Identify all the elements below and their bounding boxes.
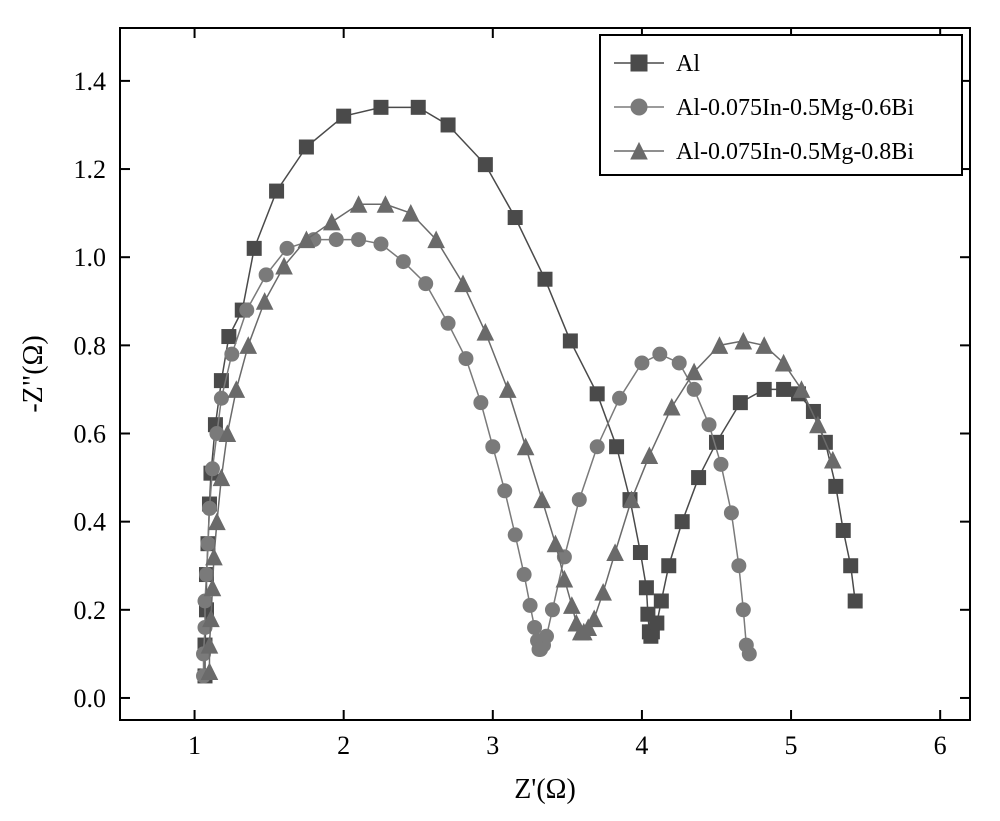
svg-text:1.4: 1.4 bbox=[74, 67, 107, 96]
svg-text:2: 2 bbox=[337, 731, 350, 760]
svg-text:6: 6 bbox=[934, 731, 947, 760]
svg-text:Al-0.075In-0.5Mg-0.8Bi: Al-0.075In-0.5Mg-0.8Bi bbox=[676, 139, 914, 165]
svg-text:0.6: 0.6 bbox=[74, 420, 107, 449]
svg-text:1: 1 bbox=[188, 731, 201, 760]
svg-text:1.2: 1.2 bbox=[74, 155, 107, 184]
svg-text:3: 3 bbox=[486, 731, 499, 760]
svg-text:Z'(Ω): Z'(Ω) bbox=[514, 774, 576, 805]
svg-text:-Z"(Ω): -Z"(Ω) bbox=[18, 335, 49, 412]
svg-text:Al-0.075In-0.5Mg-0.6Bi: Al-0.075In-0.5Mg-0.6Bi bbox=[676, 95, 914, 121]
svg-text:4: 4 bbox=[635, 731, 648, 760]
chart-svg: 1 2 3 4 5 6 0.0 0.2 0.4 0.6 0.8 1.0 1.2 1.4 Z'(Ω) -Z"(Ω… bbox=[0, 0, 1000, 821]
nyquist-chart: 1 2 3 4 5 6 0.0 0.2 0.4 0.6 0.8 1.0 1.2 1.4 Z'(Ω) -Z"(Ω… bbox=[0, 0, 1000, 821]
svg-text:0.2: 0.2 bbox=[74, 596, 107, 625]
svg-text:0.8: 0.8 bbox=[74, 331, 107, 360]
svg-text:0.0: 0.0 bbox=[74, 684, 107, 713]
svg-text:5: 5 bbox=[785, 731, 798, 760]
svg-text:Al: Al bbox=[676, 51, 700, 77]
svg-text:0.4: 0.4 bbox=[74, 508, 107, 537]
svg-text:1.0: 1.0 bbox=[74, 243, 107, 272]
